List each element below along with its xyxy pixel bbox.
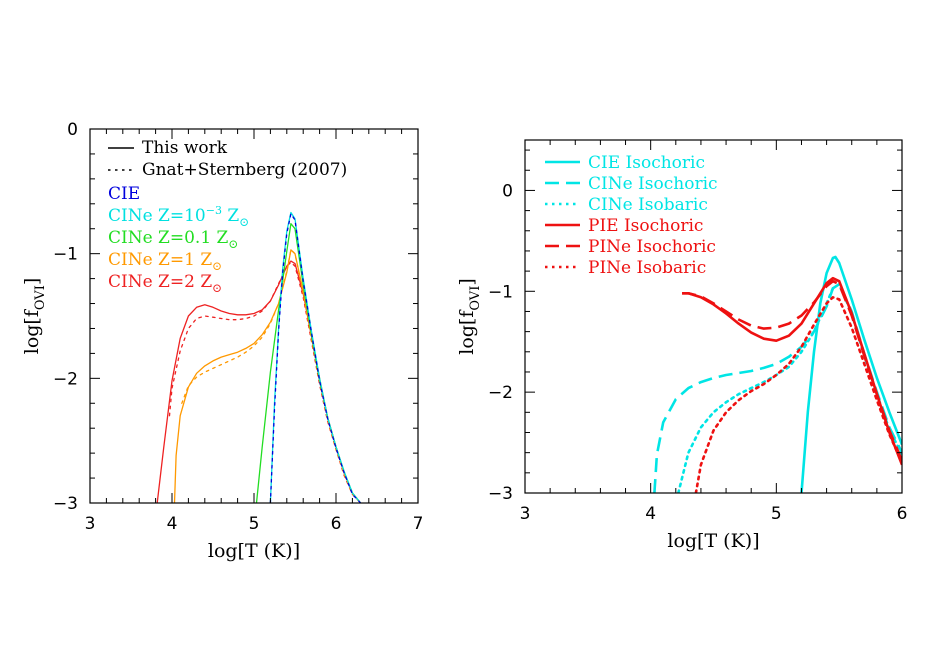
series-line-4 <box>682 279 902 462</box>
legend-label: CINe Z=0.1 Z⊙ <box>108 228 238 251</box>
legend-label: CIE <box>108 184 140 204</box>
x-tick-label: 6 <box>897 504 908 524</box>
legend-label: PIE Isochoric <box>588 216 703 236</box>
y-tick-label: −3 <box>53 494 78 514</box>
legend-label: CIE Isochoric <box>588 153 705 173</box>
y-tick-label: 0 <box>502 181 513 201</box>
series-line-6 <box>269 213 362 503</box>
x-axis-title: log[T (K)] <box>208 540 300 562</box>
x-tick-label: 3 <box>85 514 96 534</box>
plot-area <box>156 211 362 503</box>
legend-label: CINe Z=2 Z⊙ <box>108 272 222 295</box>
series-line-2 <box>677 282 902 493</box>
x-tick-label: 4 <box>167 514 178 534</box>
legend-label: Gnat+Sternberg (2007) <box>142 160 347 180</box>
legend-label: PINe Isochoric <box>588 237 716 257</box>
x-tick-label: 4 <box>645 504 656 524</box>
legend-label: PINe Isobaric <box>588 258 706 278</box>
right-chart-panel: 3 4 5 6 0 −1 −2 −3 log[T (K)] log[fOVI] CIE Isocho… <box>456 139 908 552</box>
x-tick-label: 3 <box>520 504 531 524</box>
y-tick-label: −1 <box>53 245 78 265</box>
series-line-1 <box>168 261 362 503</box>
legend-label: This work <box>142 138 228 158</box>
series-line-0 <box>156 260 362 503</box>
x-tick-label: 5 <box>249 514 260 534</box>
legend-label: CINe Isochoric <box>588 174 718 194</box>
series-line-5 <box>694 296 902 493</box>
y-axis-title: log[fOVI] <box>21 278 48 355</box>
x-axis-title: log[T (K)] <box>667 530 759 552</box>
x-tick-label: 6 <box>331 514 342 534</box>
x-tick-label: 5 <box>771 504 782 524</box>
legend-label: CINe Z=1 Z⊙ <box>108 250 222 273</box>
y-tick-label: −3 <box>488 484 513 504</box>
series-line-1 <box>653 282 902 493</box>
plot-area <box>653 255 902 493</box>
y-tick-label: −2 <box>488 383 513 403</box>
x-tick-label: 7 <box>413 514 424 534</box>
series-line-3 <box>682 276 902 466</box>
legend-label: CINe Isobaric <box>588 195 708 215</box>
axes-frame <box>524 139 903 494</box>
y-tick-label: −1 <box>488 282 513 302</box>
series-line-3 <box>181 249 362 503</box>
y-tick-label: 0 <box>67 120 78 140</box>
series-line-0 <box>800 255 902 493</box>
legend-label: CINe Z=10−3 Z⊙ <box>108 204 249 229</box>
left-chart-panel: 3 4 5 6 7 0 −1 −2 −3 log[T (K)] log[fOVI] This work… <box>21 120 423 562</box>
y-axis-title: log[fOVI] <box>456 278 483 355</box>
y-tick-label: −2 <box>53 369 78 389</box>
